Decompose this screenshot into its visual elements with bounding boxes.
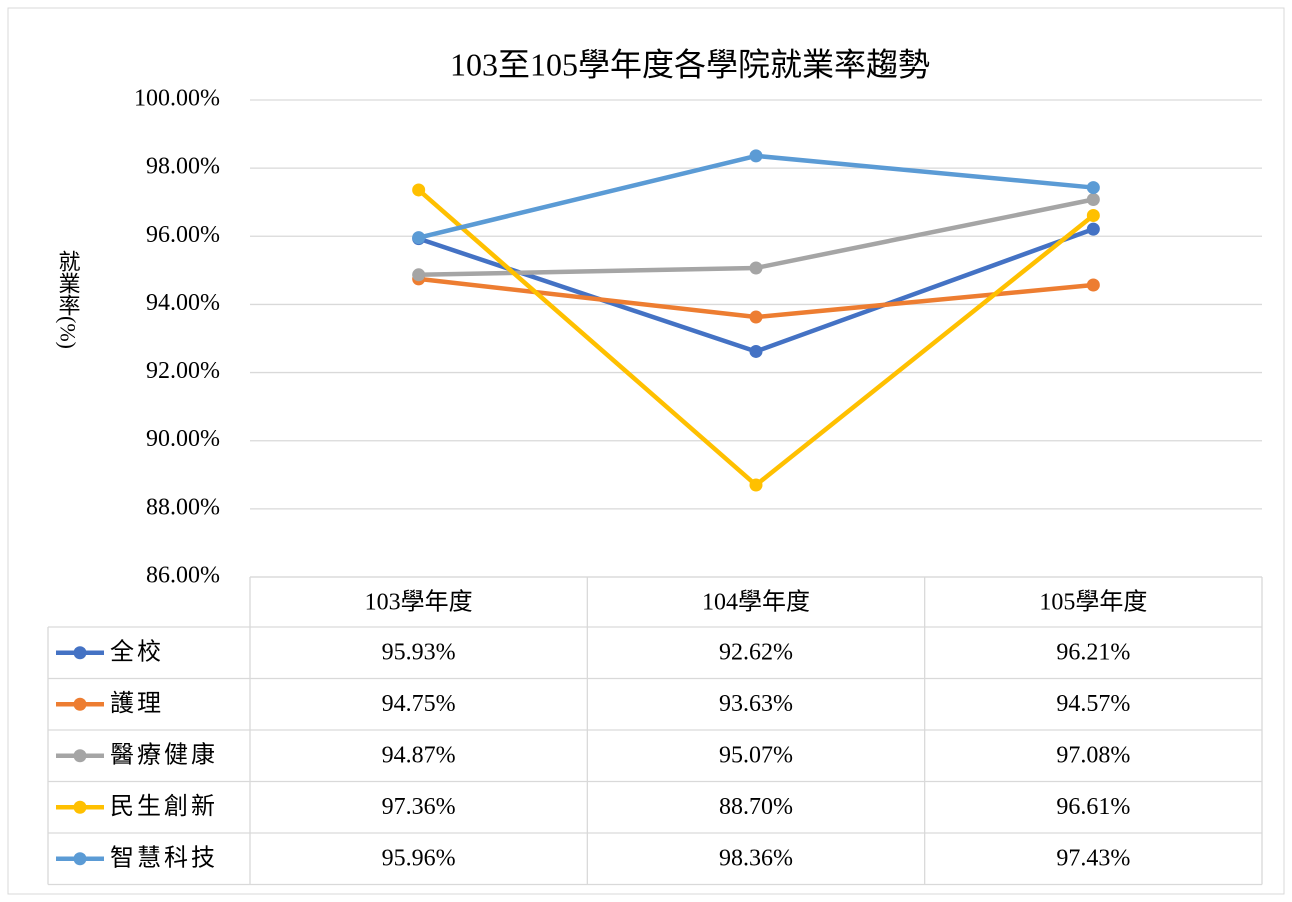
legend-key-marker: [73, 749, 87, 763]
table-value: 93.63%: [719, 691, 793, 717]
y-tick-label: 94.00%: [146, 290, 220, 316]
data-point: [412, 183, 426, 197]
legend-key-marker: [73, 800, 87, 814]
table-value: 96.61%: [1056, 794, 1130, 820]
y-tick-label: 92.00%: [146, 358, 220, 384]
data-point: [749, 478, 763, 492]
data-point: [1086, 181, 1100, 195]
table-value: 94.75%: [382, 691, 456, 717]
data-point: [412, 231, 426, 245]
legend-label: 醫療健康: [110, 741, 218, 768]
y-tick-label: 96.00%: [146, 222, 220, 248]
table-value: 97.43%: [1056, 845, 1130, 871]
legend-key-marker: [73, 646, 87, 660]
table-value: 95.93%: [382, 639, 456, 665]
table-value: 92.62%: [719, 639, 793, 665]
legend-label: 智慧科技: [110, 844, 218, 871]
table-value: 94.87%: [382, 742, 456, 768]
data-point: [1086, 222, 1100, 236]
chart-border: [7, 7, 1285, 895]
y-tick-label: 88.00%: [146, 494, 220, 520]
table-value: 95.96%: [382, 845, 456, 871]
x-tick-label: 105學年度: [1039, 589, 1147, 616]
table-value: 97.36%: [382, 794, 456, 820]
y-tick-label: 86.00%: [146, 563, 220, 589]
x-tick-label: 104學年度: [702, 589, 810, 616]
legend-label: 全校: [110, 638, 164, 665]
data-point: [749, 344, 763, 358]
table-value: 88.70%: [719, 794, 793, 820]
data-point: [1086, 209, 1100, 223]
table-value: 94.57%: [1056, 691, 1130, 717]
data-point: [1086, 192, 1100, 206]
data-point: [412, 268, 426, 282]
y-tick-label: 100.00%: [134, 86, 220, 112]
data-point: [749, 149, 763, 163]
legend-key-marker: [73, 697, 87, 711]
data-point: [1086, 278, 1100, 292]
data-point: [749, 310, 763, 324]
y-tick-label: 90.00%: [146, 426, 220, 452]
data-point: [749, 261, 763, 275]
table-value: 97.08%: [1056, 742, 1130, 768]
table-value: 96.21%: [1056, 639, 1130, 665]
y-tick-label: 98.00%: [146, 154, 220, 180]
chart-title: 103至105學年度各學院就業率趨勢: [450, 46, 930, 82]
y-axis-title: 就業率(%): [56, 250, 81, 349]
legend-label: 護理: [110, 690, 164, 717]
legend-label: 民生創新: [110, 793, 218, 820]
table-value: 95.07%: [719, 742, 793, 768]
x-tick-label: 103學年度: [365, 589, 473, 616]
table-value: 98.36%: [719, 845, 793, 871]
legend-key-marker: [73, 852, 87, 866]
